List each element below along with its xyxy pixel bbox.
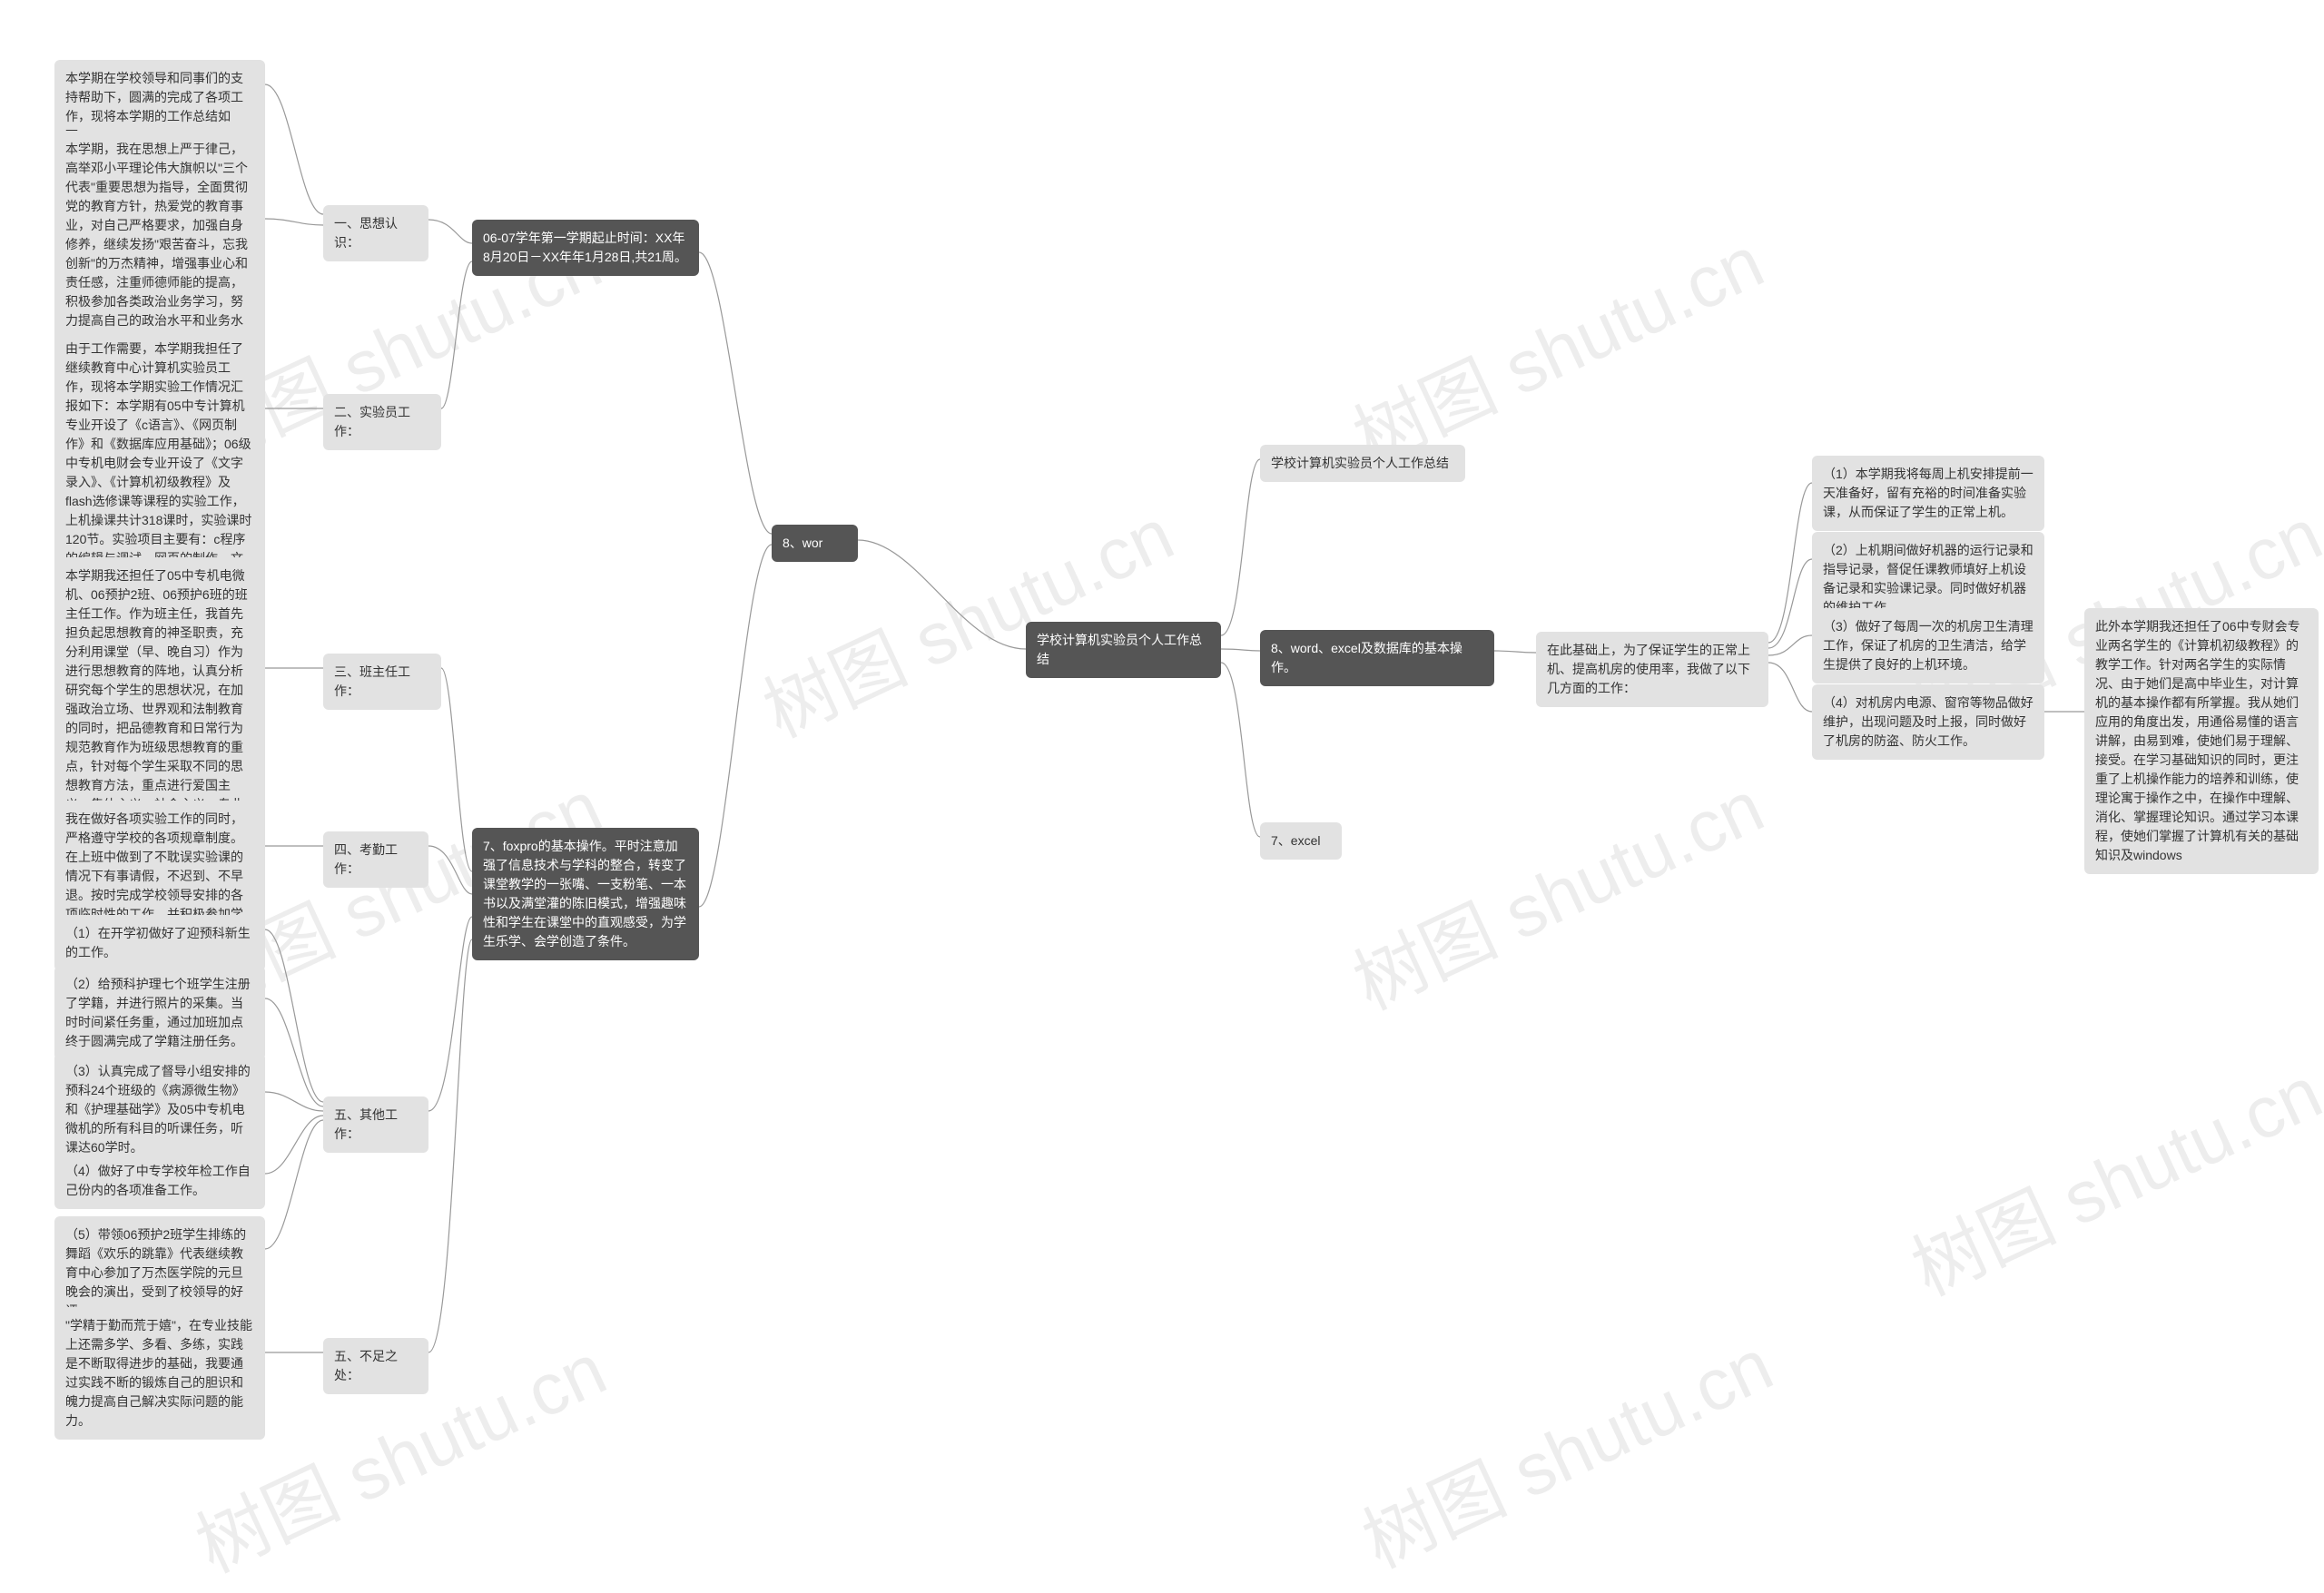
node-kaoqin: 四、考勤工作：	[323, 831, 428, 888]
watermark: 树图 shutu.cn	[1334, 204, 1777, 486]
right-node-title: 学校计算机实验员个人工作总结	[1260, 445, 1465, 482]
node-qita: 五、其他工作：	[323, 1096, 428, 1153]
leaf-qita-2: （2）给预科护理七个班学生注册了学籍，并进行照片的采集。当时时间紧任务重，通过加…	[54, 966, 265, 1060]
left-node-wor: 8、wor	[772, 525, 858, 562]
node-shiyan: 二、实验员工作：	[323, 394, 441, 450]
leaf-qita-3: （3）认真完成了督导小组安排的预科24个班级的《病源微生物》和《护理基础学》及0…	[54, 1053, 265, 1166]
node-buzu: 五、不足之处：	[323, 1338, 428, 1394]
right-node-word: 8、word、excel及数据库的基本操作。	[1260, 630, 1494, 686]
watermark: 树图 shutu.cn	[1893, 1035, 2324, 1316]
leaf-qita-1: （1）在开学初做好了迎预科新生的工作。	[54, 915, 265, 971]
left-node-foxpro: 7、foxpro的基本操作。平时注意加强了信息技术与学科的整合，转变了课堂教学的…	[472, 828, 699, 960]
watermark: 树图 shutu.cn	[744, 477, 1187, 758]
leaf-basis-1: （1）本学期我将每周上机安排提前一天准备好，留有充裕的时间准备实验课，从而保证了…	[1812, 456, 2044, 531]
node-banzhuren: 三、班主任工作：	[323, 654, 441, 710]
leaf-qita-4: （4）做好了中专学校年检工作自己份内的各项准备工作。	[54, 1153, 265, 1209]
leaf-basis-4-ext: 此外本学期我还担任了06中专财会专业两名学生的《计算机初级教程》的教学工作。针对…	[2084, 608, 2319, 874]
right-node-basis: 在此基础上，为了保证学生的正常上机、提高机房的使用率，我做了以下几方面的工作：	[1536, 632, 1768, 707]
leaf-basis-3: （3）做好了每周一次的机房卫生清理工作，保证了机房的卫生清洁，给学生提供了良好的…	[1812, 608, 2044, 683]
right-node-excel: 7、excel	[1260, 822, 1342, 860]
node-sixiang: 一、思想认识：	[323, 205, 428, 261]
left-node-semester: 06-07学年第一学期起止时间：XX年8月20日－XX年年1月28日,共21周。	[472, 220, 699, 276]
center-root-node: 学校计算机实验员个人工作总结	[1026, 622, 1221, 678]
watermark: 树图 shutu.cn	[1344, 1307, 1787, 1588]
leaf-buzu: "学精于勤而荒于嬉"，在专业技能上还需多学、多看、多练，实践是不断取得进步的基础…	[54, 1307, 265, 1440]
leaf-basis-4: （4）对机房内电源、窗帘等物品做好维护，出现问题及时上报，同时做好了机房的防盗、…	[1812, 684, 2044, 760]
watermark: 树图 shutu.cn	[1334, 749, 1777, 1030]
